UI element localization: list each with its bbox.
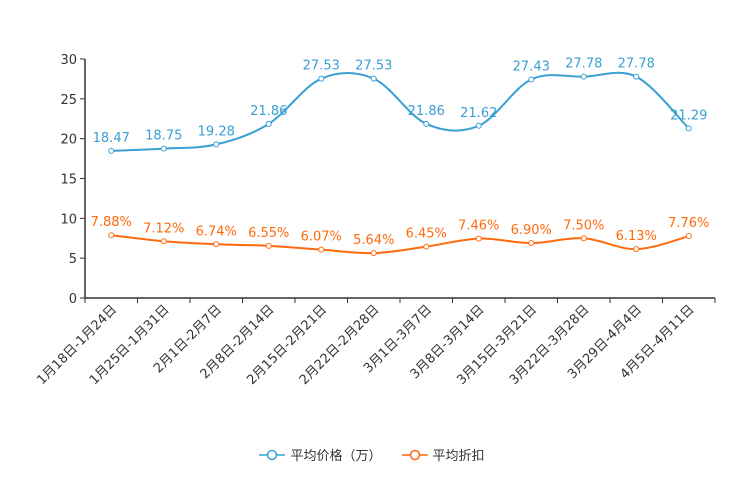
- data-label-0: 21.29: [670, 108, 707, 123]
- data-label-0: 18.47: [93, 131, 130, 146]
- y-tick-label: 30: [60, 53, 77, 68]
- data-label-1: 7.12%: [143, 221, 184, 236]
- data-label-1: 5.64%: [353, 233, 394, 248]
- legend: 平均价格（万） 平均折扣: [0, 445, 744, 464]
- legend-label-discount: 平均折扣: [432, 449, 485, 464]
- legend-marker-price-icon: [259, 449, 286, 460]
- data-label-1: 6.74%: [196, 224, 237, 239]
- data-label-1: 7.88%: [91, 215, 132, 230]
- data-label-0: 21.62: [460, 106, 497, 121]
- data-label-0: 19.28: [198, 124, 235, 139]
- data-point-1: [370, 250, 377, 257]
- line-chart: 0510152025301月18日-1月24日1月25日-1月31日2月1日-2…: [34, 53, 716, 388]
- y-tick-label: 10: [60, 212, 77, 227]
- data-label-1: 7.50%: [563, 218, 604, 233]
- data-point-1: [318, 246, 325, 253]
- data-point-0: [213, 141, 220, 148]
- y-tick-label: 0: [69, 292, 77, 307]
- data-label-1: 6.13%: [616, 229, 657, 244]
- data-label-1: 6.45%: [406, 227, 447, 242]
- data-label-1: 6.07%: [301, 230, 342, 245]
- data-label-0: 27.43: [513, 59, 550, 74]
- y-tick-label: 5: [69, 252, 77, 267]
- legend-item-discount[interactable]: 平均折扣: [401, 445, 485, 464]
- data-label-1: 6.90%: [511, 223, 552, 238]
- data-point-0: [160, 145, 167, 152]
- data-label-0: 27.78: [618, 57, 655, 72]
- data-label-1: 7.46%: [458, 219, 499, 234]
- data-point-1: [528, 240, 535, 247]
- data-point-0: [370, 75, 377, 82]
- data-label-0: 27.78: [565, 57, 602, 72]
- data-point-0: [265, 120, 272, 127]
- data-point-1: [580, 235, 587, 242]
- data-label-0: 27.53: [355, 59, 392, 74]
- data-point-1: [108, 232, 115, 239]
- data-point-1: [685, 233, 692, 240]
- data-point-0: [423, 120, 430, 127]
- data-point-0: [318, 75, 325, 82]
- data-point-0: [633, 73, 640, 80]
- data-point-0: [528, 76, 535, 83]
- y-tick-label: 15: [60, 173, 77, 188]
- data-label-0: 18.75: [145, 129, 182, 144]
- series-line-1: [111, 234, 690, 255]
- data-label-1: 6.55%: [248, 226, 289, 241]
- data-point-1: [633, 246, 640, 253]
- data-point-1: [160, 238, 167, 245]
- data-label-1: 7.76%: [668, 216, 709, 231]
- legend-item-price[interactable]: 平均价格（万）: [259, 445, 382, 464]
- data-point-0: [580, 73, 587, 80]
- data-label-0: 27.53: [303, 59, 340, 74]
- legend-label-price: 平均价格（万）: [290, 449, 382, 464]
- data-label-0: 21.86: [250, 104, 287, 119]
- y-tick-label: 20: [60, 133, 77, 148]
- data-point-0: [475, 122, 482, 129]
- data-point-0: [685, 125, 692, 132]
- data-point-1: [265, 242, 272, 249]
- data-point-1: [475, 235, 482, 242]
- data-point-0: [108, 147, 115, 154]
- data-label-0: 21.86: [408, 104, 445, 119]
- legend-marker-discount-icon: [401, 449, 428, 460]
- data-point-1: [423, 243, 430, 250]
- y-tick-label: 25: [60, 93, 77, 108]
- data-point-1: [213, 241, 220, 248]
